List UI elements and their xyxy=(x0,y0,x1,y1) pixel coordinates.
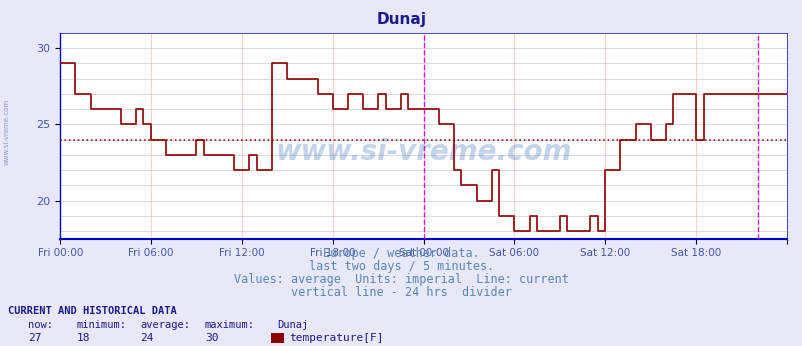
Text: 24: 24 xyxy=(140,333,154,343)
Text: now:: now: xyxy=(28,320,53,330)
Text: CURRENT AND HISTORICAL DATA: CURRENT AND HISTORICAL DATA xyxy=(8,306,176,316)
Text: Values: average  Units: imperial  Line: current: Values: average Units: imperial Line: cu… xyxy=(233,273,569,286)
Text: 27: 27 xyxy=(28,333,42,343)
Text: 30: 30 xyxy=(205,333,218,343)
Text: www.si-vreme.com: www.si-vreme.com xyxy=(3,98,10,165)
Text: minimum:: minimum: xyxy=(76,320,126,330)
Text: Dunaj: Dunaj xyxy=(277,320,308,330)
Text: 18: 18 xyxy=(76,333,90,343)
Text: vertical line - 24 hrs  divider: vertical line - 24 hrs divider xyxy=(290,286,512,299)
Text: maximum:: maximum: xyxy=(205,320,254,330)
Text: average:: average: xyxy=(140,320,190,330)
Text: Dunaj: Dunaj xyxy=(376,12,426,27)
Text: temperature[F]: temperature[F] xyxy=(289,333,383,343)
Text: last two days / 5 minutes.: last two days / 5 minutes. xyxy=(309,260,493,273)
Text: Europe / weather data.: Europe / weather data. xyxy=(322,247,480,261)
Text: www.si-vreme.com: www.si-vreme.com xyxy=(275,138,571,166)
